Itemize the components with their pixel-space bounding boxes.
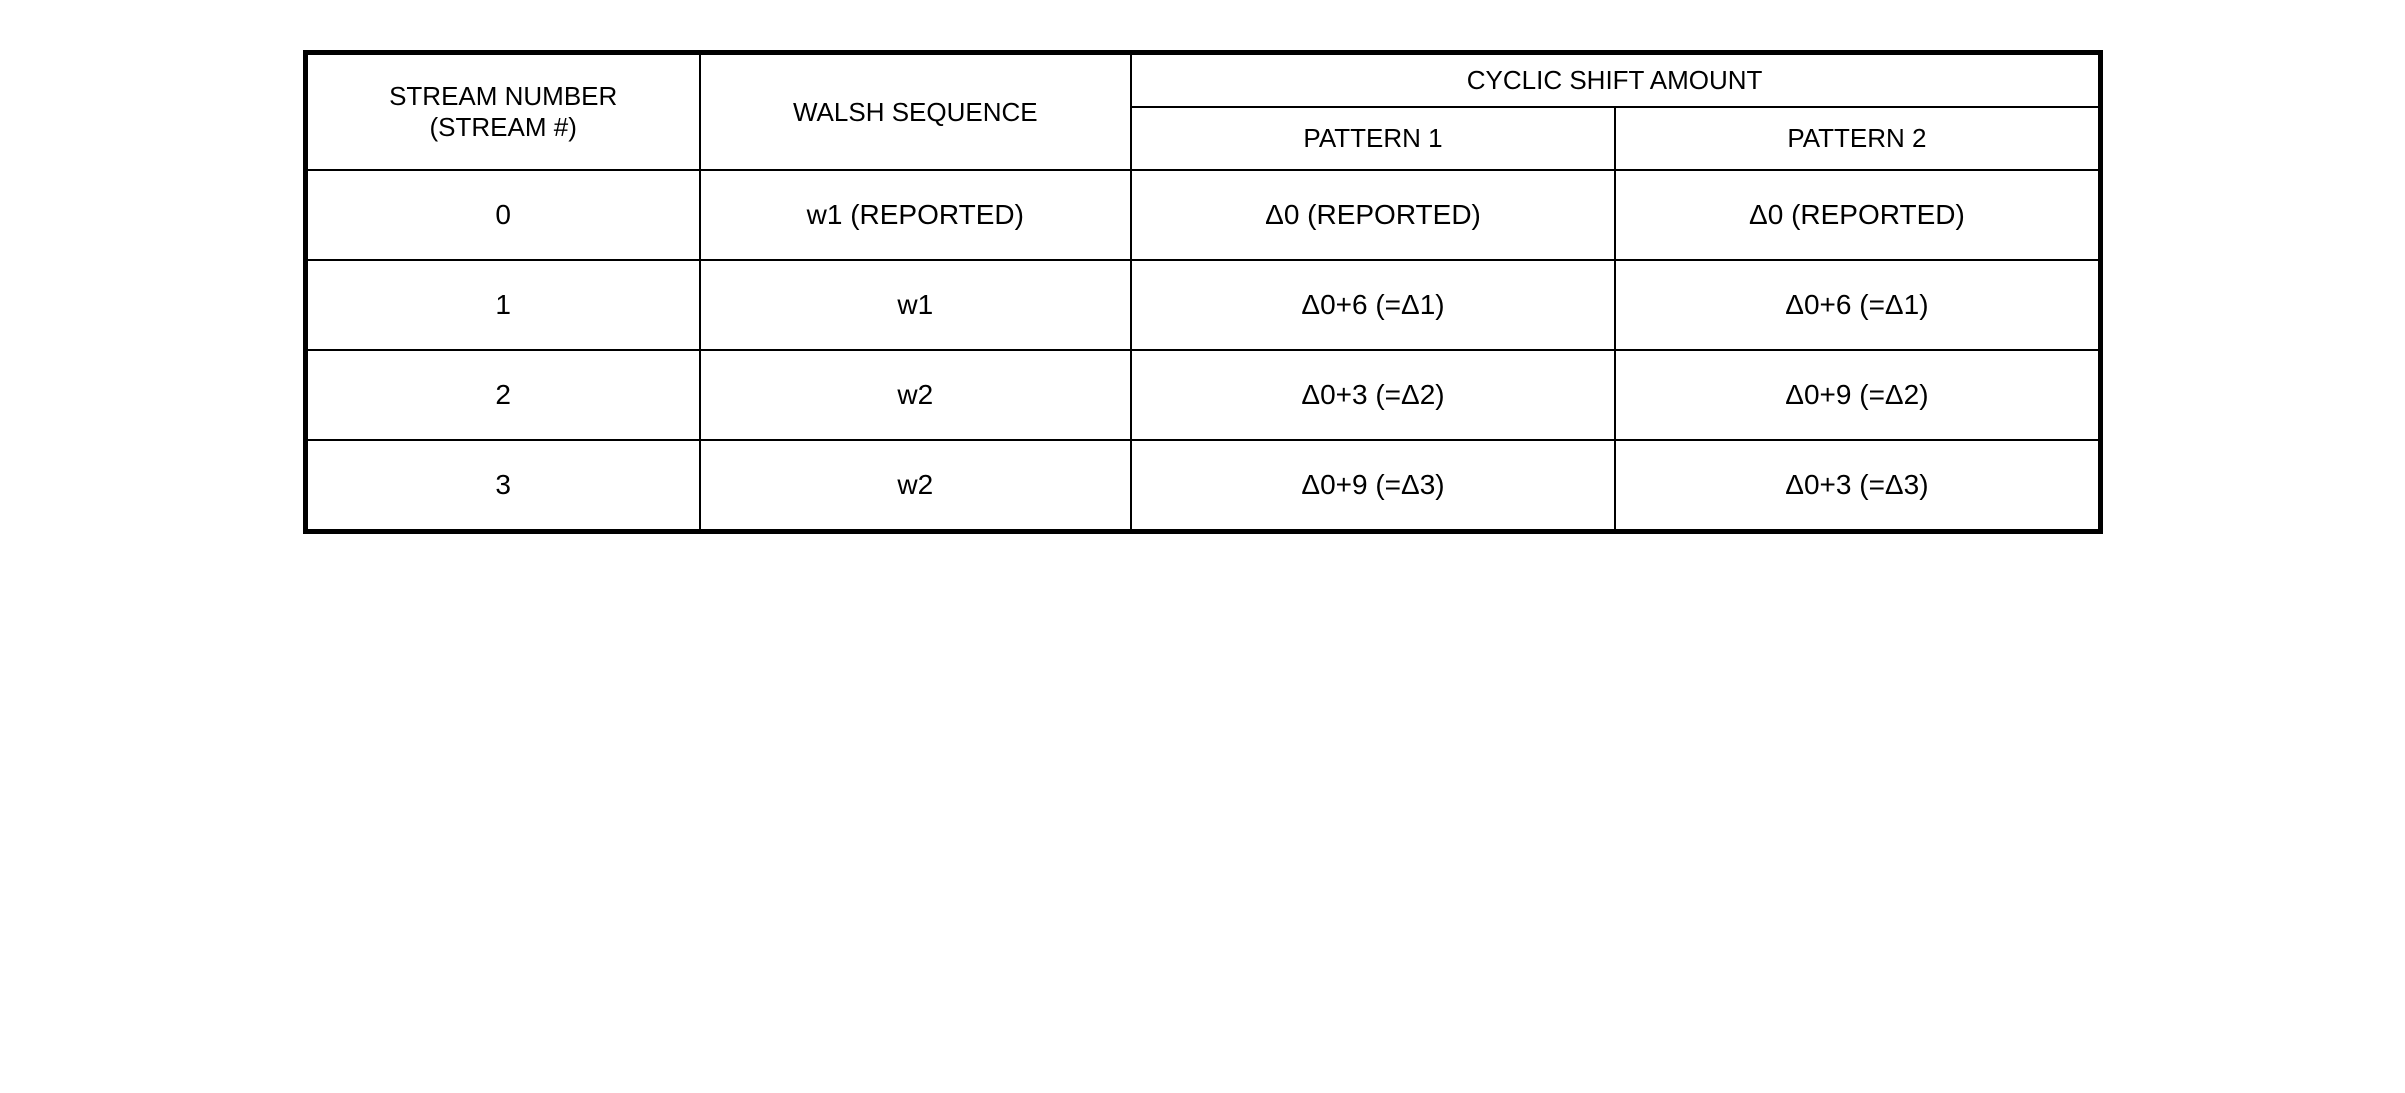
table-row: 3 w2 Δ0+9 (=Δ3) Δ0+3 (=Δ3) bbox=[305, 440, 2100, 532]
cell-pattern1: Δ0+9 (=Δ3) bbox=[1131, 440, 1616, 532]
table-row: 2 w2 Δ0+3 (=Δ2) Δ0+9 (=Δ2) bbox=[305, 350, 2100, 440]
header-cyclic-shift-amount: CYCLIC SHIFT AMOUNT bbox=[1131, 53, 2100, 108]
cell-stream: 2 bbox=[305, 350, 700, 440]
data-table: STREAM NUMBER (STREAM #) WALSH SEQUENCE … bbox=[303, 50, 2103, 534]
table-row: 1 w1 Δ0+6 (=Δ1) Δ0+6 (=Δ1) bbox=[305, 260, 2100, 350]
cell-pattern2: Δ0+9 (=Δ2) bbox=[1615, 350, 2100, 440]
cell-walsh: w2 bbox=[700, 350, 1131, 440]
header-walsh-sequence: WALSH SEQUENCE bbox=[700, 53, 1131, 171]
table-body: 0 w1 (REPORTED) Δ0 (REPORTED) Δ0 (REPORT… bbox=[305, 170, 2100, 532]
cell-stream: 3 bbox=[305, 440, 700, 532]
cell-pattern1: Δ0+3 (=Δ2) bbox=[1131, 350, 1616, 440]
header-pattern1: PATTERN 1 bbox=[1131, 107, 1616, 170]
cell-pattern2: Δ0+3 (=Δ3) bbox=[1615, 440, 2100, 532]
table-header-row-1: STREAM NUMBER (STREAM #) WALSH SEQUENCE … bbox=[305, 53, 2100, 108]
cell-pattern1: Δ0 (REPORTED) bbox=[1131, 170, 1616, 260]
cell-pattern1: Δ0+6 (=Δ1) bbox=[1131, 260, 1616, 350]
cell-pattern2: Δ0 (REPORTED) bbox=[1615, 170, 2100, 260]
cell-walsh: w1 (REPORTED) bbox=[700, 170, 1131, 260]
cell-stream: 0 bbox=[305, 170, 700, 260]
cell-stream: 1 bbox=[305, 260, 700, 350]
table-wrapper: STREAM NUMBER (STREAM #) WALSH SEQUENCE … bbox=[303, 50, 2103, 534]
header-pattern2: PATTERN 2 bbox=[1615, 107, 2100, 170]
cell-walsh: w2 bbox=[700, 440, 1131, 532]
header-stream-number: STREAM NUMBER (STREAM #) bbox=[305, 53, 700, 171]
cell-walsh: w1 bbox=[700, 260, 1131, 350]
table-row: 0 w1 (REPORTED) Δ0 (REPORTED) Δ0 (REPORT… bbox=[305, 170, 2100, 260]
cell-pattern2: Δ0+6 (=Δ1) bbox=[1615, 260, 2100, 350]
